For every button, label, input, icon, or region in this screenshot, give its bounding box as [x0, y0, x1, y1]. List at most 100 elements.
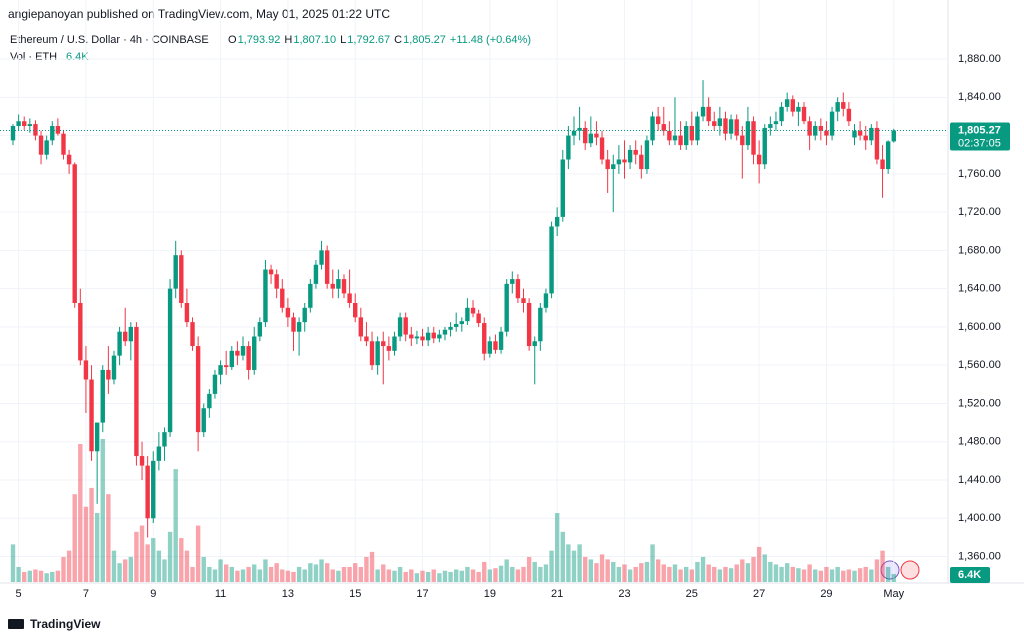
volume-bar — [813, 569, 818, 582]
y-tick-label: 1,480.00 — [958, 436, 1001, 448]
candle-body — [549, 226, 554, 294]
candle-body — [459, 321, 464, 325]
candle-body — [207, 393, 212, 409]
candle-body — [689, 126, 695, 141]
volume-bar — [268, 566, 274, 582]
volume-bar — [392, 570, 397, 582]
candle-body — [448, 326, 453, 330]
volume-bar — [712, 566, 717, 582]
candle-body — [891, 130, 896, 142]
candle-body — [599, 137, 605, 160]
candle-body — [695, 116, 700, 141]
volume-bar — [521, 566, 526, 582]
candle-body — [728, 119, 734, 134]
candle-body — [111, 355, 117, 380]
y-tick-label: 1,680.00 — [958, 244, 1001, 256]
x-tick-label: 29 — [820, 588, 832, 600]
volume-bar — [425, 571, 431, 582]
volume-bar — [156, 550, 162, 582]
candle-body — [100, 369, 105, 423]
volume-bar — [476, 571, 481, 582]
legend-value: 1,807.10 — [293, 34, 336, 46]
volume-bar — [773, 564, 779, 582]
candle-body — [824, 130, 829, 136]
candle-body — [605, 159, 610, 170]
volume-bar — [308, 563, 313, 582]
volume-bar — [223, 564, 229, 582]
candle-body — [330, 283, 335, 289]
candle-body — [616, 159, 622, 165]
candle-body — [796, 106, 801, 112]
x-tick-label: 15 — [349, 588, 361, 600]
candle-body — [633, 149, 638, 155]
candle-body — [751, 121, 756, 155]
volume-bar — [22, 571, 27, 582]
volume-bar — [790, 566, 795, 582]
volume-bar — [829, 569, 835, 582]
volume-box — [950, 567, 990, 583]
volume-bar — [627, 569, 633, 582]
candle-body — [566, 135, 571, 160]
volume-bar — [644, 561, 650, 582]
volume-bar — [728, 568, 734, 582]
candle-body — [156, 446, 162, 461]
x-tick-label: 25 — [686, 588, 698, 600]
volume-bar — [751, 556, 756, 582]
candle-body — [341, 279, 347, 294]
candle-body — [869, 127, 874, 141]
volume-bar — [756, 546, 762, 582]
volume-bar — [302, 569, 307, 582]
candle-body — [257, 322, 263, 337]
legend-key: C — [394, 34, 402, 46]
candle-body — [801, 106, 807, 122]
legend-value: 1,805.27 — [403, 34, 446, 46]
volume-bar — [779, 566, 784, 582]
candle-body — [201, 408, 206, 433]
candle-body — [145, 465, 150, 519]
volume-bar — [353, 563, 358, 582]
candle-body — [661, 124, 666, 131]
candle-body — [151, 460, 156, 519]
volume-axis-label: 6.4K — [958, 569, 981, 581]
y-tick-label: 1,600.00 — [958, 321, 1001, 333]
candle-body — [162, 432, 167, 447]
last-price-box — [950, 122, 1010, 151]
event-icon[interactable] — [880, 560, 900, 580]
x-tick-label: May — [883, 588, 904, 600]
volume-bar — [83, 506, 89, 582]
volume-bar — [358, 566, 364, 582]
volume-bar — [560, 531, 565, 582]
candle-body — [302, 307, 307, 323]
volume-bar — [549, 550, 554, 582]
candle-body — [10, 126, 16, 141]
candle-body — [543, 293, 549, 308]
candle-body — [409, 334, 414, 339]
volume-bar — [151, 538, 156, 582]
candle-body — [852, 130, 857, 138]
volume-bar — [44, 573, 49, 582]
candle-body — [885, 141, 891, 170]
volume-bar — [38, 570, 44, 582]
candle-body — [280, 288, 285, 308]
candle-body — [583, 127, 588, 144]
event-icon[interactable] — [900, 560, 920, 580]
y-tick-label: 1,640.00 — [958, 283, 1001, 295]
candle-body — [465, 307, 470, 322]
candle-body — [756, 154, 762, 165]
candle-body — [195, 346, 201, 433]
volume-bar — [583, 556, 588, 582]
candle-body — [403, 317, 408, 335]
x-tick-label: 17 — [416, 588, 428, 600]
candle-body — [313, 264, 319, 284]
candle-body — [94, 422, 100, 452]
candle-body — [880, 159, 885, 170]
candle-body — [510, 279, 515, 284]
candle-body — [336, 279, 341, 289]
x-tick-label: 27 — [753, 588, 765, 600]
candle-body — [22, 121, 27, 127]
volume-bar — [274, 563, 279, 582]
candle-body — [644, 140, 650, 170]
candle-body — [650, 116, 655, 141]
volume-bar — [145, 544, 150, 582]
volume-bar — [173, 469, 178, 582]
